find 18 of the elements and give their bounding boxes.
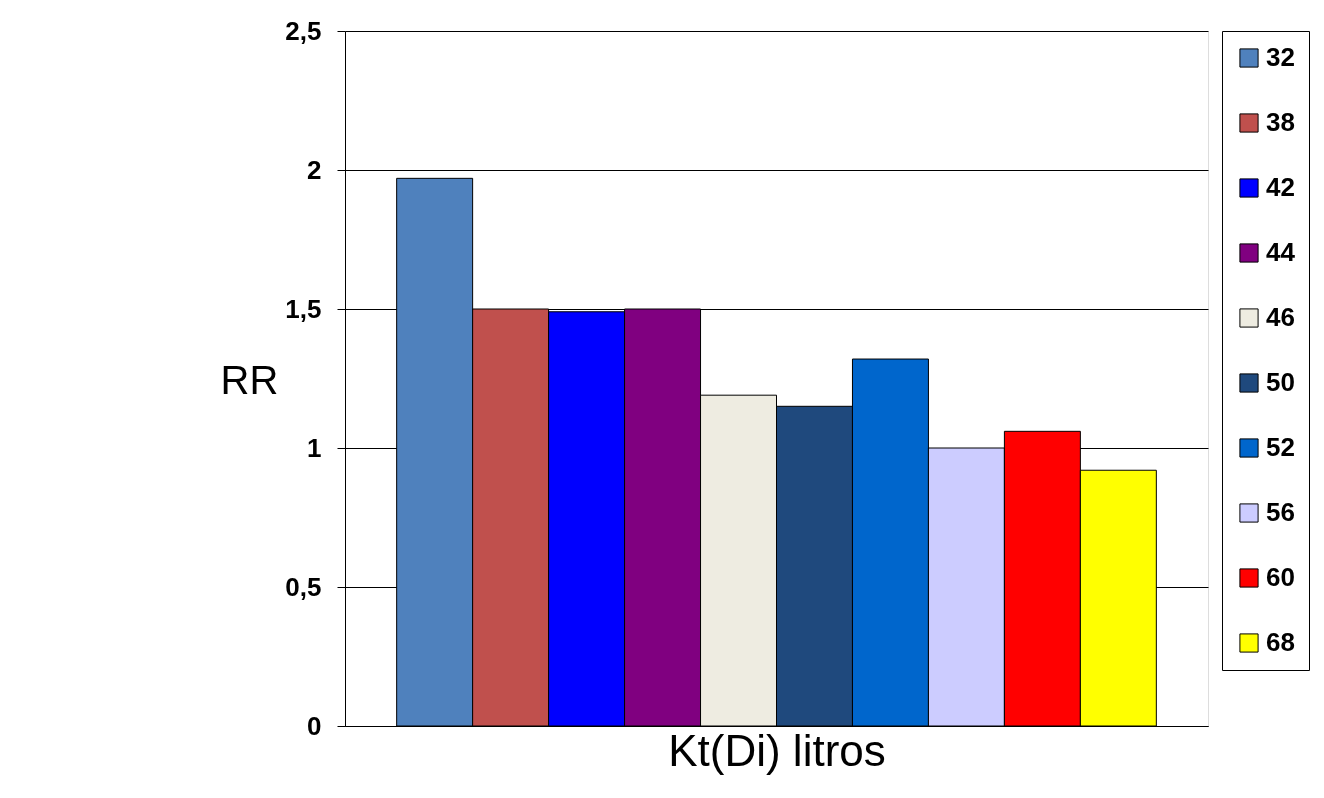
x-axis-title: Kt(Di) litros (668, 725, 886, 775)
y-tick-label: 1 (307, 432, 322, 463)
legend-label: 38 (1266, 107, 1295, 137)
y-tick-label: 2 (307, 154, 322, 185)
y-axis-title: RR (220, 357, 279, 402)
legend-label: 32 (1266, 42, 1295, 72)
y-tick-label: 0 (307, 710, 322, 741)
legend-label: 42 (1266, 172, 1295, 202)
legend-label: 56 (1266, 497, 1295, 527)
legend-label: 50 (1266, 367, 1295, 397)
y-tick-label: 2,5 (285, 15, 322, 46)
legend-label: 44 (1266, 237, 1296, 267)
legend-label: 46 (1266, 302, 1295, 332)
legend-label: 68 (1266, 627, 1295, 657)
legend-label: 60 (1266, 562, 1295, 592)
legend-label: 52 (1266, 432, 1295, 462)
y-tick-label: 0,5 (285, 571, 322, 602)
y-tick-label: 1,5 (285, 293, 322, 324)
